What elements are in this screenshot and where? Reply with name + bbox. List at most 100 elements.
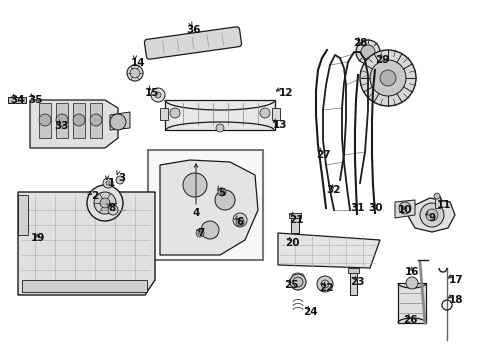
Bar	[160, 108, 168, 120]
Text: 34: 34	[11, 95, 25, 105]
Bar	[271, 108, 280, 120]
Text: 16: 16	[404, 267, 418, 277]
Polygon shape	[160, 160, 258, 255]
Circle shape	[73, 114, 85, 126]
Circle shape	[379, 70, 395, 86]
Text: 4: 4	[192, 208, 199, 218]
Bar	[397, 283, 425, 323]
Circle shape	[183, 173, 206, 197]
Circle shape	[236, 218, 244, 226]
Circle shape	[198, 231, 202, 235]
Text: 27: 27	[315, 150, 329, 160]
Text: 31: 31	[350, 203, 365, 213]
Circle shape	[398, 202, 410, 214]
Circle shape	[151, 88, 164, 102]
Text: 12: 12	[278, 88, 293, 98]
Text: 26: 26	[402, 315, 416, 325]
Bar	[39, 103, 51, 138]
Text: 13: 13	[272, 120, 286, 130]
Bar	[22, 280, 147, 292]
Circle shape	[216, 124, 224, 132]
Circle shape	[215, 190, 235, 210]
Circle shape	[127, 65, 142, 81]
Polygon shape	[30, 100, 118, 148]
Text: 10: 10	[397, 205, 411, 215]
Bar	[73, 103, 85, 138]
Bar	[8, 97, 26, 103]
Circle shape	[56, 114, 68, 126]
Circle shape	[360, 45, 374, 59]
Text: 7: 7	[197, 228, 204, 238]
Circle shape	[419, 203, 443, 227]
Circle shape	[116, 176, 124, 184]
Text: 28: 28	[352, 38, 366, 48]
Circle shape	[94, 192, 116, 214]
Bar	[148, 150, 263, 260]
Polygon shape	[278, 233, 379, 268]
Circle shape	[232, 213, 246, 227]
Circle shape	[292, 277, 303, 287]
Circle shape	[103, 178, 113, 188]
Circle shape	[320, 280, 328, 288]
Text: 21: 21	[288, 215, 303, 225]
Circle shape	[260, 108, 269, 118]
Polygon shape	[164, 100, 274, 130]
Polygon shape	[18, 192, 155, 295]
Bar	[18, 195, 28, 235]
Bar	[349, 270, 356, 295]
Circle shape	[218, 188, 225, 196]
Text: 33: 33	[55, 121, 69, 131]
Circle shape	[155, 92, 161, 98]
Text: 15: 15	[144, 88, 159, 98]
Circle shape	[100, 198, 110, 208]
Circle shape	[355, 40, 379, 64]
Text: 32: 32	[326, 185, 341, 195]
Circle shape	[289, 274, 305, 290]
Text: 25: 25	[283, 280, 298, 290]
Circle shape	[425, 209, 437, 221]
Circle shape	[359, 50, 415, 106]
Circle shape	[87, 185, 123, 221]
Circle shape	[196, 229, 203, 237]
Circle shape	[433, 193, 439, 199]
Circle shape	[90, 114, 102, 126]
Circle shape	[220, 190, 224, 194]
Text: 36: 36	[186, 25, 201, 35]
FancyBboxPatch shape	[144, 27, 241, 59]
Circle shape	[39, 114, 51, 126]
Circle shape	[108, 205, 118, 215]
Text: 20: 20	[284, 238, 299, 248]
Polygon shape	[394, 200, 414, 218]
Bar	[90, 103, 102, 138]
Text: 9: 9	[427, 213, 435, 223]
Circle shape	[106, 181, 110, 185]
Text: 24: 24	[302, 307, 317, 317]
Bar	[434, 196, 439, 208]
Text: 23: 23	[349, 277, 364, 287]
Bar	[288, 213, 301, 218]
Text: 2: 2	[91, 191, 99, 201]
Circle shape	[110, 114, 126, 130]
Bar	[56, 103, 68, 138]
Text: 35: 35	[29, 95, 43, 105]
Text: 11: 11	[436, 200, 450, 210]
Text: 22: 22	[318, 283, 332, 293]
Text: 14: 14	[130, 58, 145, 68]
Text: 6: 6	[236, 217, 243, 227]
Circle shape	[130, 68, 140, 78]
Polygon shape	[110, 112, 130, 130]
Circle shape	[170, 108, 180, 118]
Text: 30: 30	[368, 203, 383, 213]
Circle shape	[201, 221, 219, 239]
Text: 19: 19	[31, 233, 45, 243]
Text: 8: 8	[108, 203, 115, 213]
Circle shape	[238, 220, 242, 224]
Text: 3: 3	[118, 173, 125, 183]
Text: 29: 29	[374, 55, 388, 65]
Circle shape	[316, 276, 332, 292]
Polygon shape	[407, 198, 454, 232]
Text: 1: 1	[107, 178, 114, 188]
Bar	[290, 215, 298, 233]
Text: 17: 17	[448, 275, 462, 285]
Circle shape	[369, 60, 405, 96]
